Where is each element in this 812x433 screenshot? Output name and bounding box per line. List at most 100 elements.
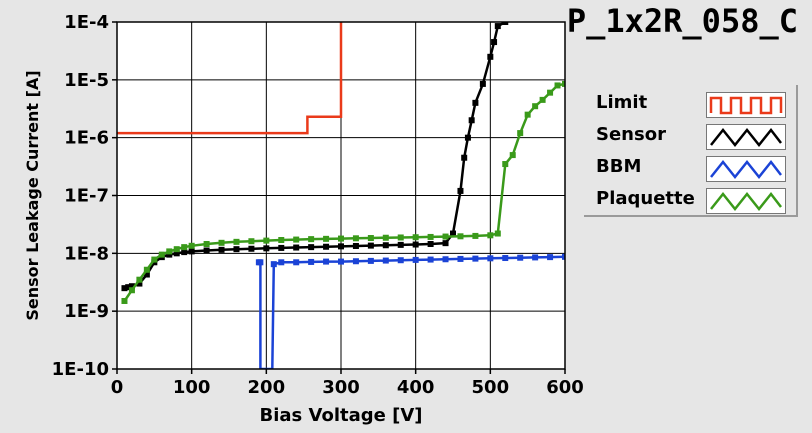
sensor-point bbox=[203, 247, 210, 254]
legend-item-bbm: BBM bbox=[584, 152, 796, 182]
legend-label-plaquette: Plaquette bbox=[596, 188, 695, 209]
plaquette-point bbox=[158, 251, 165, 258]
bbm-series bbox=[255, 253, 565, 369]
bbm-point bbox=[382, 257, 389, 264]
bbm-point bbox=[487, 255, 494, 262]
sensor-point bbox=[181, 249, 188, 256]
sensor-point bbox=[136, 280, 143, 287]
axes: 0 100 200 300 400 500 600 1E-10 1E-9 1E-8 1E-7 1E-6… bbox=[52, 12, 584, 398]
sensor-point bbox=[468, 117, 475, 124]
sensor-point bbox=[502, 22, 509, 25]
plaquette-point bbox=[502, 161, 509, 168]
bbm-point bbox=[502, 255, 509, 262]
sensor-point bbox=[382, 242, 389, 249]
limit-line bbox=[117, 22, 343, 135]
y-tick-label: 1E-5 bbox=[64, 70, 109, 91]
bbm-point bbox=[532, 254, 539, 261]
plaquette-point bbox=[136, 276, 143, 283]
y-tick-label: 1E-4 bbox=[64, 12, 109, 33]
bbm-point bbox=[547, 254, 554, 261]
legend-label-sensor: Sensor bbox=[596, 124, 666, 145]
bbm-point bbox=[457, 255, 464, 262]
x-axis-label: Bias Voltage [V] bbox=[260, 405, 423, 426]
plaquette-point bbox=[323, 235, 330, 242]
bbm-swatch-line bbox=[710, 159, 782, 180]
bbm-point bbox=[397, 257, 404, 264]
bbm-point bbox=[442, 256, 449, 263]
bbm-point bbox=[352, 258, 359, 265]
sensor-point bbox=[125, 284, 132, 291]
plaquette-point bbox=[352, 235, 359, 242]
plaquette-point bbox=[524, 111, 531, 118]
sensor-point bbox=[427, 241, 434, 248]
plaquette-point bbox=[539, 96, 546, 103]
limit-swatch-line bbox=[709, 96, 783, 115]
plaquette-point bbox=[532, 103, 539, 110]
legend-label-bbm: BBM bbox=[596, 156, 642, 177]
plaquette-point bbox=[517, 130, 524, 137]
plaquette-point bbox=[203, 241, 210, 248]
sensor-point bbox=[442, 240, 449, 247]
sensor-point bbox=[472, 99, 479, 106]
sensor-point bbox=[457, 187, 464, 194]
bbm-point bbox=[270, 261, 277, 268]
plaquette-point bbox=[166, 248, 173, 255]
sensor-point bbox=[173, 250, 180, 257]
sensor-point bbox=[487, 53, 494, 60]
plaquette-point bbox=[487, 232, 494, 239]
x-tick-label: 100 bbox=[173, 377, 211, 398]
sensor-point bbox=[143, 271, 150, 278]
plaquette-point bbox=[494, 230, 501, 237]
plaquette-point bbox=[367, 235, 374, 242]
sensor-point bbox=[233, 246, 240, 253]
legend-swatch-limit bbox=[706, 92, 786, 118]
plaquette-point bbox=[457, 233, 464, 240]
plaquette-point bbox=[509, 152, 516, 159]
legend-swatch-sensor bbox=[706, 124, 786, 150]
plaquette-point bbox=[412, 234, 419, 241]
bbm-point bbox=[472, 255, 479, 262]
y-tick-label: 1E-9 bbox=[64, 301, 109, 322]
series-layer bbox=[117, 22, 565, 369]
sensor-point bbox=[121, 285, 128, 292]
plaquette-point bbox=[397, 234, 404, 241]
legend-item-sensor: Sensor bbox=[584, 120, 796, 150]
sensor-swatch-line bbox=[710, 127, 782, 148]
sensor-point bbox=[412, 241, 419, 248]
chart-title: P_1x2R_058_C bbox=[566, 2, 798, 40]
x-tick-label: 300 bbox=[322, 377, 360, 398]
legend: Limit Sensor BBM Plaquette bbox=[584, 85, 798, 217]
plaquette-point bbox=[554, 82, 561, 89]
plaquette-swatch-line bbox=[710, 191, 782, 212]
y-tick-label: 1E-10 bbox=[52, 359, 109, 380]
plaquette-series bbox=[121, 80, 565, 304]
sensor-point bbox=[308, 244, 315, 251]
sensor-point bbox=[338, 243, 344, 250]
sensor-point bbox=[166, 251, 173, 258]
plaquette-point bbox=[233, 238, 240, 245]
legend-swatch-bbm bbox=[706, 156, 786, 182]
legend-label-limit: Limit bbox=[596, 92, 648, 113]
sensor-point bbox=[293, 244, 300, 251]
plaquette-point bbox=[442, 233, 449, 240]
sensor-point bbox=[352, 242, 359, 249]
sensor-point bbox=[128, 283, 135, 290]
legend-swatch-plaquette bbox=[706, 188, 786, 214]
bbm-point bbox=[278, 259, 285, 266]
sensor-point bbox=[263, 245, 270, 252]
plaquette-point bbox=[472, 232, 479, 239]
x-tick-label: 200 bbox=[248, 377, 286, 398]
sensor-point bbox=[464, 134, 471, 141]
plaquette-point bbox=[143, 266, 150, 273]
bbm-point bbox=[338, 258, 344, 265]
plaquette-point bbox=[338, 235, 344, 242]
y-tick-label: 1E-6 bbox=[64, 128, 109, 149]
sensor-point bbox=[494, 23, 501, 30]
plaquette-point bbox=[293, 236, 300, 243]
bbm-point bbox=[308, 258, 315, 265]
y-axis-label: Sensor Leakage Current [A] bbox=[23, 70, 42, 320]
sensor-point bbox=[278, 244, 285, 251]
sensor-point bbox=[479, 80, 486, 87]
sensor-point bbox=[461, 154, 468, 161]
limit-series bbox=[117, 22, 343, 135]
